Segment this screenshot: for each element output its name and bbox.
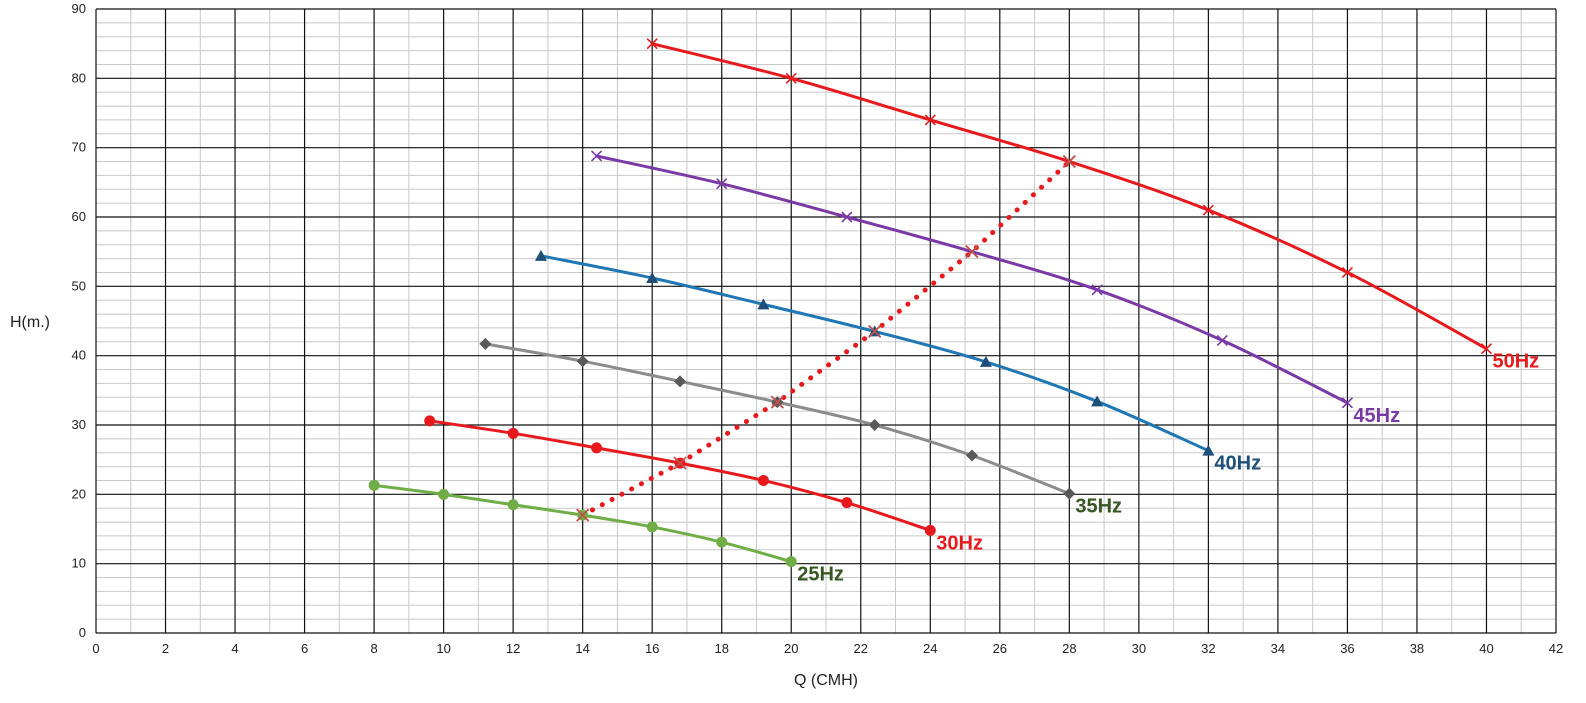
series-label-50hz: 50Hz xyxy=(1492,351,1539,373)
y-tick-label: 50 xyxy=(72,278,86,293)
x-tick-label: 8 xyxy=(370,641,377,656)
x-tick-label: 16 xyxy=(645,641,659,656)
x-tick-label: 14 xyxy=(575,641,589,656)
data-point-50hz xyxy=(924,114,936,126)
data-point-35hz xyxy=(966,449,978,462)
data-point-50hz xyxy=(1480,343,1493,355)
data-point-40hz xyxy=(1091,395,1104,407)
y-tick-label: 30 xyxy=(72,417,86,432)
x-tick-label: 26 xyxy=(993,641,1007,656)
x-tick-label: 30 xyxy=(1132,641,1146,656)
data-point-45hz xyxy=(591,150,603,162)
operating-point-marker xyxy=(965,245,979,259)
data-point-35hz xyxy=(674,375,686,388)
data-point-45hz xyxy=(1091,284,1103,296)
data-point-35hz xyxy=(868,419,881,431)
x-tick-label: 24 xyxy=(923,641,937,656)
data-point-30hz xyxy=(507,427,519,439)
y-tick-label: 40 xyxy=(72,348,86,363)
data-point-25hz xyxy=(368,479,380,491)
x-tick-label: 28 xyxy=(1062,641,1076,656)
series-label-25hz: 25Hz xyxy=(797,564,844,586)
data-point-50hz xyxy=(646,38,658,50)
data-point-45hz xyxy=(841,211,853,223)
y-tick-label: 0 xyxy=(79,625,86,640)
operating-point-marker xyxy=(576,508,590,522)
data-point-25hz xyxy=(438,488,450,500)
y-tick-label: 70 xyxy=(72,140,86,155)
x-tick-label: 38 xyxy=(1410,641,1424,656)
y-tick-label: 80 xyxy=(72,70,86,85)
x-tick-label: 2 xyxy=(162,641,169,656)
grid xyxy=(95,8,1557,634)
operating-point-marker xyxy=(673,456,687,470)
y-axis-label: H(m.) xyxy=(10,314,50,331)
data-point-50hz xyxy=(785,72,797,84)
data-point-40hz xyxy=(646,272,659,284)
data-point-30hz xyxy=(757,474,769,486)
y-tick-label: 90 xyxy=(72,1,86,16)
data-point-35hz xyxy=(479,337,492,350)
series-line-30hz xyxy=(429,419,931,532)
x-tick-label: 32 xyxy=(1201,641,1215,656)
y-tick-label: 60 xyxy=(72,209,86,224)
data-point-40hz xyxy=(757,298,770,310)
data-point-35hz xyxy=(576,355,589,368)
data-point-30hz xyxy=(924,524,936,536)
x-tick-label: 34 xyxy=(1271,641,1285,656)
x-tick-label: 40 xyxy=(1479,641,1493,656)
x-axis-label: Q (CMH) xyxy=(794,672,858,689)
data-point-45hz xyxy=(1216,334,1228,346)
data-point-40hz xyxy=(979,355,992,367)
data-point-40hz xyxy=(1202,444,1215,456)
data-point-45hz xyxy=(1341,397,1353,409)
operating-point-marker xyxy=(868,324,882,339)
data-point-30hz xyxy=(591,442,603,454)
series-label-40hz: 40Hz xyxy=(1214,453,1261,475)
data-point-25hz xyxy=(507,499,519,511)
series-line-45hz xyxy=(596,154,1349,405)
x-tick-label: 12 xyxy=(506,641,520,656)
data-point-50hz xyxy=(1202,204,1214,216)
x-tick-label: 4 xyxy=(231,641,238,656)
data-point-30hz xyxy=(424,415,436,427)
data-point-45hz xyxy=(716,178,728,190)
y-tick-label: 20 xyxy=(72,486,86,501)
series-label-35hz: 35Hz xyxy=(1075,496,1122,518)
x-tick-label: 6 xyxy=(301,641,308,656)
data-point-40hz xyxy=(534,249,547,261)
data-point-25hz xyxy=(716,536,728,548)
series-markers xyxy=(368,38,1493,568)
x-tick-label: 18 xyxy=(714,641,728,656)
series-label-30hz: 30Hz xyxy=(936,532,983,554)
x-tick-label: 10 xyxy=(436,641,450,656)
data-point-25hz xyxy=(646,521,658,533)
series-labels: 50Hz 45Hz 40Hz 35Hz 30Hz 25Hz xyxy=(797,351,1539,586)
y-tick-label: 10 xyxy=(72,556,86,571)
operating-point-marker xyxy=(770,395,784,409)
operating-point-marker xyxy=(1062,154,1076,169)
x-tick-label: 0 xyxy=(92,641,99,656)
x-tick-label: 42 xyxy=(1549,641,1563,656)
data-point-25hz xyxy=(785,556,797,568)
data-point-35hz xyxy=(1063,487,1076,500)
x-tick-label: 20 xyxy=(784,641,798,656)
series-label-45hz: 45Hz xyxy=(1353,405,1400,427)
x-tick-label: 22 xyxy=(854,641,868,656)
data-point-30hz xyxy=(841,497,853,509)
x-tick-label: 36 xyxy=(1340,641,1354,656)
axis-ticks: 0 2 4 6 8 10 12 14 16 18 20 22 24 26 28 30 32 34 36 38 40 420… xyxy=(72,1,1564,656)
data-point-50hz xyxy=(1341,266,1353,279)
